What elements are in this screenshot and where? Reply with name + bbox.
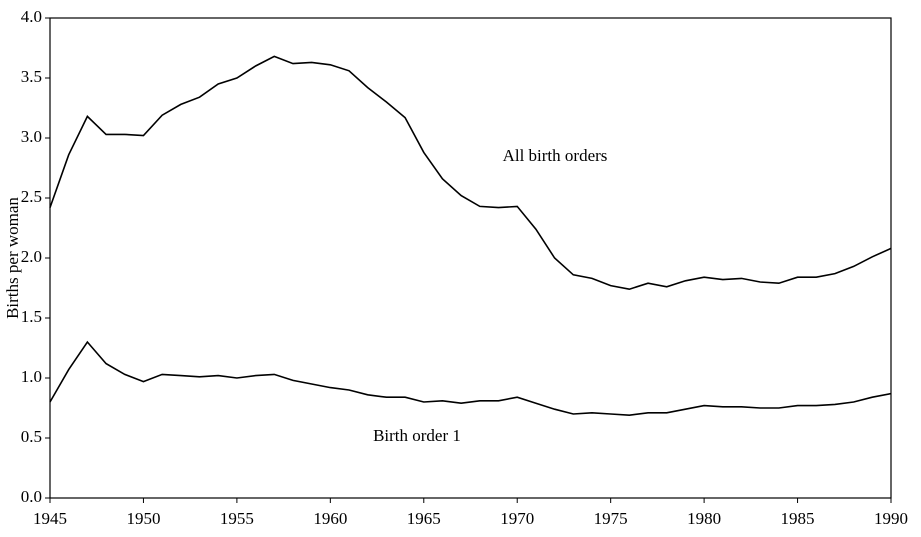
x-tick-label: 1955 (220, 509, 254, 528)
x-tick-label: 1985 (781, 509, 815, 528)
x-tick-label: 1975 (594, 509, 628, 528)
y-tick-label: 3.5 (21, 67, 42, 86)
y-tick-label: 3.0 (21, 127, 42, 146)
y-axis-label: Births per woman (3, 197, 22, 319)
series-line (49, 340, 892, 417)
y-tick-label: 2.0 (21, 247, 42, 266)
series-label: Birth order 1 (373, 426, 461, 445)
x-tick-label: 1980 (687, 509, 721, 528)
y-tick-label: 1.0 (21, 367, 42, 386)
y-tick-label: 4.0 (21, 7, 42, 26)
y-tick-label: 1.5 (21, 307, 42, 326)
series-label: All birth orders (503, 146, 608, 165)
series-line (49, 55, 892, 291)
x-tick-label: 1965 (407, 509, 441, 528)
x-tick-label: 1950 (126, 509, 160, 528)
x-tick-label: 1945 (33, 509, 67, 528)
plot-frame (49, 17, 892, 499)
x-tick-label: 1990 (874, 509, 908, 528)
y-tick-label: 0.5 (21, 427, 42, 446)
y-tick-label: 2.5 (21, 187, 42, 206)
y-tick-label: 0.0 (21, 487, 42, 506)
x-tick-label: 1960 (313, 509, 347, 528)
x-tick-label: 1970 (500, 509, 534, 528)
